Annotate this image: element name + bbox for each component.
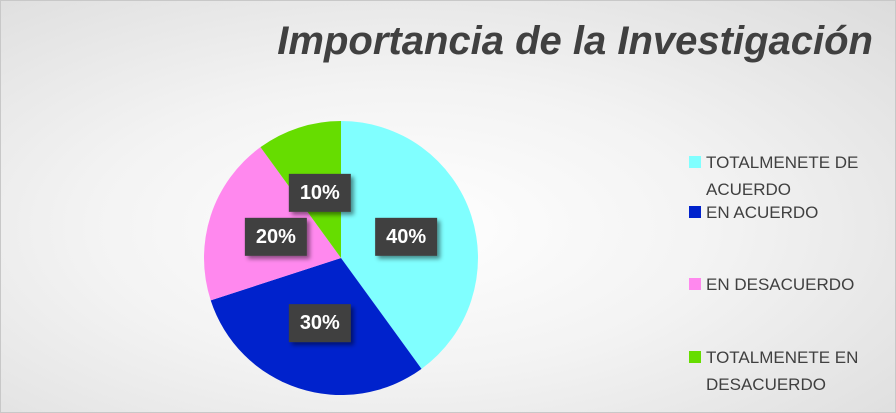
legend-label: TOTALMENETE EN DESACUERDO bbox=[706, 348, 859, 394]
legend-item: TOTALMENETE DE ACUERDO bbox=[689, 149, 889, 203]
value-label: 10% bbox=[300, 182, 340, 204]
value-label-box bbox=[288, 173, 351, 212]
legend-swatch bbox=[689, 156, 701, 168]
legend-item: EN ACUERDO bbox=[689, 199, 889, 226]
value-label-box bbox=[375, 217, 438, 256]
legend-label: EN ACUERDO bbox=[706, 203, 819, 222]
legend-swatch bbox=[689, 278, 701, 290]
chart-title: Importancia de la Investigación bbox=[277, 19, 873, 63]
legend-label: TOTALMENETE DE ACUERDO bbox=[706, 153, 859, 199]
value-label: 30% bbox=[300, 312, 340, 334]
legend-swatch bbox=[689, 351, 701, 363]
legend-swatch bbox=[689, 206, 701, 218]
value-label-box bbox=[288, 304, 351, 343]
value-label: 40% bbox=[386, 226, 426, 248]
value-label: 20% bbox=[256, 226, 296, 248]
value-label-box bbox=[244, 217, 307, 256]
legend-label: EN DESACUERDO bbox=[706, 275, 855, 294]
legend-item: TOTALMENETE EN DESACUERDO bbox=[689, 344, 889, 398]
legend-item: EN DESACUERDO bbox=[689, 271, 889, 298]
